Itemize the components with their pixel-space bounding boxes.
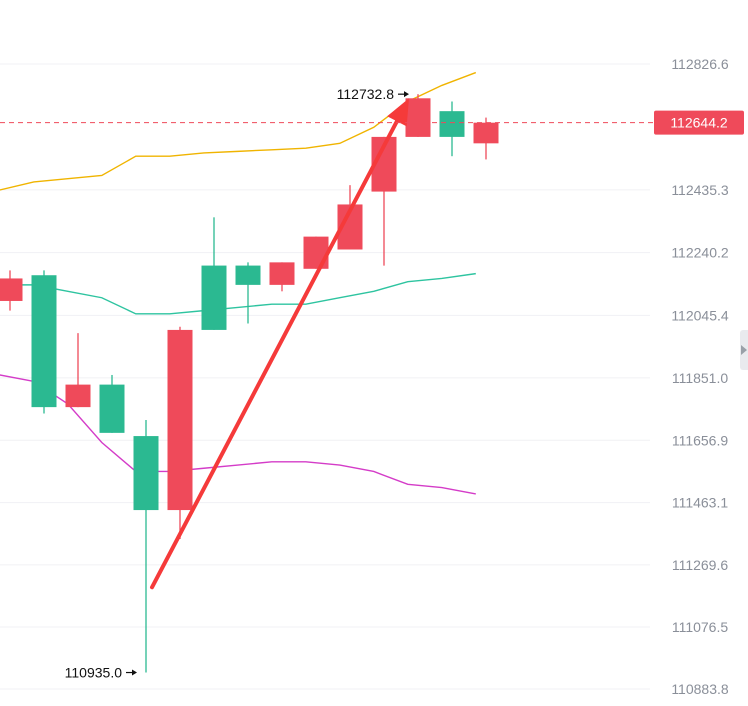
- candle-body: [31, 275, 57, 408]
- y-tick-label: 111463.1: [672, 495, 729, 511]
- ma-line-3: [0, 374, 476, 495]
- candle-body: [201, 265, 227, 330]
- y-tick-label: 111656.9: [672, 432, 729, 448]
- y-tick-label: 111851.0: [672, 370, 729, 386]
- ma-line-1: [0, 71, 477, 191]
- y-tick-label: 110883.8: [671, 681, 729, 697]
- candles: [0, 94, 499, 673]
- candle-body: [0, 278, 23, 301]
- current-price-label: 112644.2: [670, 115, 728, 131]
- candle-body: [269, 262, 295, 285]
- candle-body: [99, 384, 125, 433]
- ma-line-2: [0, 272, 476, 315]
- current-price-badge: [654, 110, 744, 135]
- candle-body: [133, 436, 159, 511]
- candle-body: [405, 98, 431, 137]
- extreme-price-label: 112732.8: [337, 86, 395, 102]
- y-tick-label: 111269.6: [672, 557, 729, 573]
- current-price-line: 112644.2: [0, 110, 744, 135]
- trend-arrow-shaft: [150, 119, 399, 590]
- grid-lines: [0, 63, 650, 690]
- extreme-price-arrow-head: [404, 91, 409, 98]
- extreme-price-label: 110935.0: [65, 665, 123, 681]
- trend-arrow-head: [387, 98, 409, 127]
- candle-body: [167, 329, 193, 511]
- candle-body: [439, 111, 465, 137]
- candle-body: [65, 384, 91, 408]
- y-tick-label: 112240.2: [671, 245, 729, 261]
- annotations: 112732.8 110935.0: [65, 86, 409, 681]
- candle-body: [473, 122, 499, 144]
- expand-panel-handle[interactable]: [740, 330, 748, 370]
- y-axis: 112826.6 112435.3 112240.2 112045.4 111851.0…: [671, 56, 729, 697]
- candle-body: [303, 236, 329, 269]
- y-tick-label: 112435.3: [671, 182, 729, 198]
- candle-body: [235, 265, 261, 285]
- extreme-price-arrow-head: [132, 669, 137, 676]
- y-tick-label: 111076.5: [672, 619, 729, 635]
- y-tick-label: 112826.6: [671, 56, 729, 72]
- y-tick-label: 112045.4: [671, 307, 729, 323]
- trend-arrow: [150, 98, 409, 590]
